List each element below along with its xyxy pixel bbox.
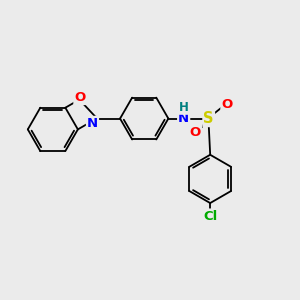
Text: N: N xyxy=(178,112,189,125)
Text: N: N xyxy=(87,117,98,130)
Text: O: O xyxy=(190,126,201,139)
Text: H: H xyxy=(179,101,189,114)
Text: S: S xyxy=(203,111,214,126)
Text: O: O xyxy=(221,98,233,111)
Text: O: O xyxy=(74,91,86,104)
Text: Cl: Cl xyxy=(203,209,217,223)
